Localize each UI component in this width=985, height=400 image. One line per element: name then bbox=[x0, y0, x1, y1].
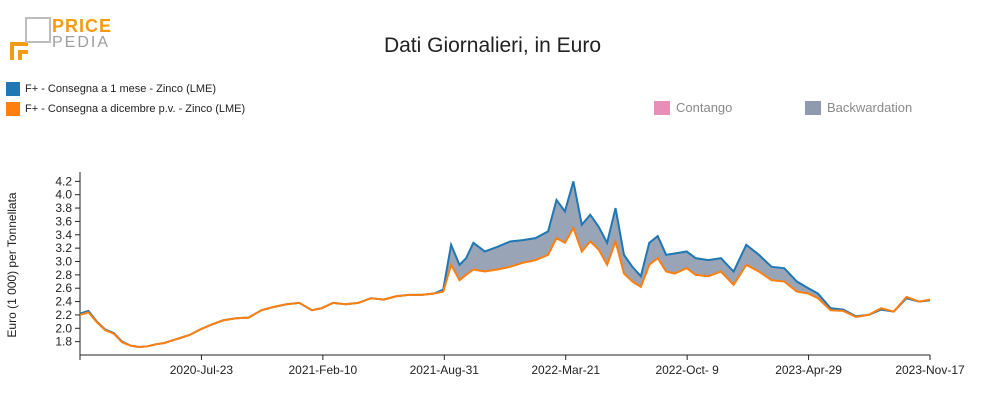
y-tick-label-4: 2.6 bbox=[55, 281, 72, 295]
y-tick-label-12: 4.2 bbox=[55, 174, 72, 188]
y-tick-label-11: 4.0 bbox=[55, 188, 72, 202]
x-tick-label-0: 2020-Jul-23 bbox=[170, 363, 234, 377]
legend-swatch-backwardation bbox=[805, 100, 821, 115]
legend-item-backwardation[interactable]: Backwardation bbox=[805, 100, 912, 115]
y-tick-label-6: 3.0 bbox=[55, 254, 72, 268]
x-tick-label-2: 2021-Aug-31 bbox=[410, 363, 480, 377]
legend-swatch-series-2 bbox=[6, 102, 20, 116]
logo-text-price: PRICE bbox=[52, 16, 113, 36]
y-tick-label-7: 3.2 bbox=[55, 241, 72, 255]
y-tick-label-0: 1.8 bbox=[55, 335, 72, 349]
x-tick-label-1: 2021-Feb-10 bbox=[288, 363, 357, 377]
y-tick-label-2: 2.2 bbox=[55, 308, 72, 322]
legend-item-series-2[interactable]: F+ - Consegna a dicembre p.v. - Zinco (L… bbox=[6, 102, 245, 116]
x-tick-label-3: 2022-Mar-21 bbox=[531, 363, 600, 377]
series-line-dicembre bbox=[79, 225, 931, 348]
x-tick-label-4: 2022-Oct- 9 bbox=[655, 363, 719, 377]
pricepedia-logo bbox=[6, 14, 116, 64]
y-tick-label-10: 3.8 bbox=[55, 201, 72, 215]
plot-area: 1.82.02.22.42.62.83.03.23.43.63.84.04.2 2… bbox=[55, 172, 965, 377]
legend-item-contango[interactable]: Contango bbox=[654, 100, 732, 115]
logo-text-pedia: PEDIA bbox=[52, 34, 111, 51]
y-tick-label-5: 2.8 bbox=[55, 268, 72, 282]
y-tick-label-1: 2.0 bbox=[55, 321, 72, 335]
logo-mark bbox=[10, 17, 51, 60]
legend-swatch-series-1 bbox=[6, 82, 20, 96]
backwardation-area bbox=[80, 181, 930, 347]
chart-title: Dati Giornalieri, in Euro bbox=[383, 34, 602, 57]
x-tick-label-5: 2023-Apr-29 bbox=[775, 363, 842, 377]
legend-label-series-2: F+ - Consegna a dicembre p.v. - Zinco (L… bbox=[25, 103, 246, 115]
x-tick-label-6: 2023-Nov-17 bbox=[895, 363, 965, 377]
legend-swatch-contango bbox=[654, 100, 670, 115]
y-tick-label-9: 3.6 bbox=[55, 214, 72, 228]
y-tick-label-3: 2.4 bbox=[55, 295, 72, 309]
y-axis-label: Euro (1 000) per Tonnellata bbox=[5, 192, 19, 338]
legend-item-series-1[interactable]: F+ - Consegna a 1 mese - Zinco (LME) bbox=[6, 82, 216, 96]
y-tick-label-8: 3.4 bbox=[55, 228, 72, 242]
legend-label-backwardation: Backwardation bbox=[827, 100, 913, 115]
legend-label-contango: Contango bbox=[676, 100, 733, 115]
legend-label-series-1: F+ - Consegna a 1 mese - Zinco (LME) bbox=[25, 83, 217, 95]
